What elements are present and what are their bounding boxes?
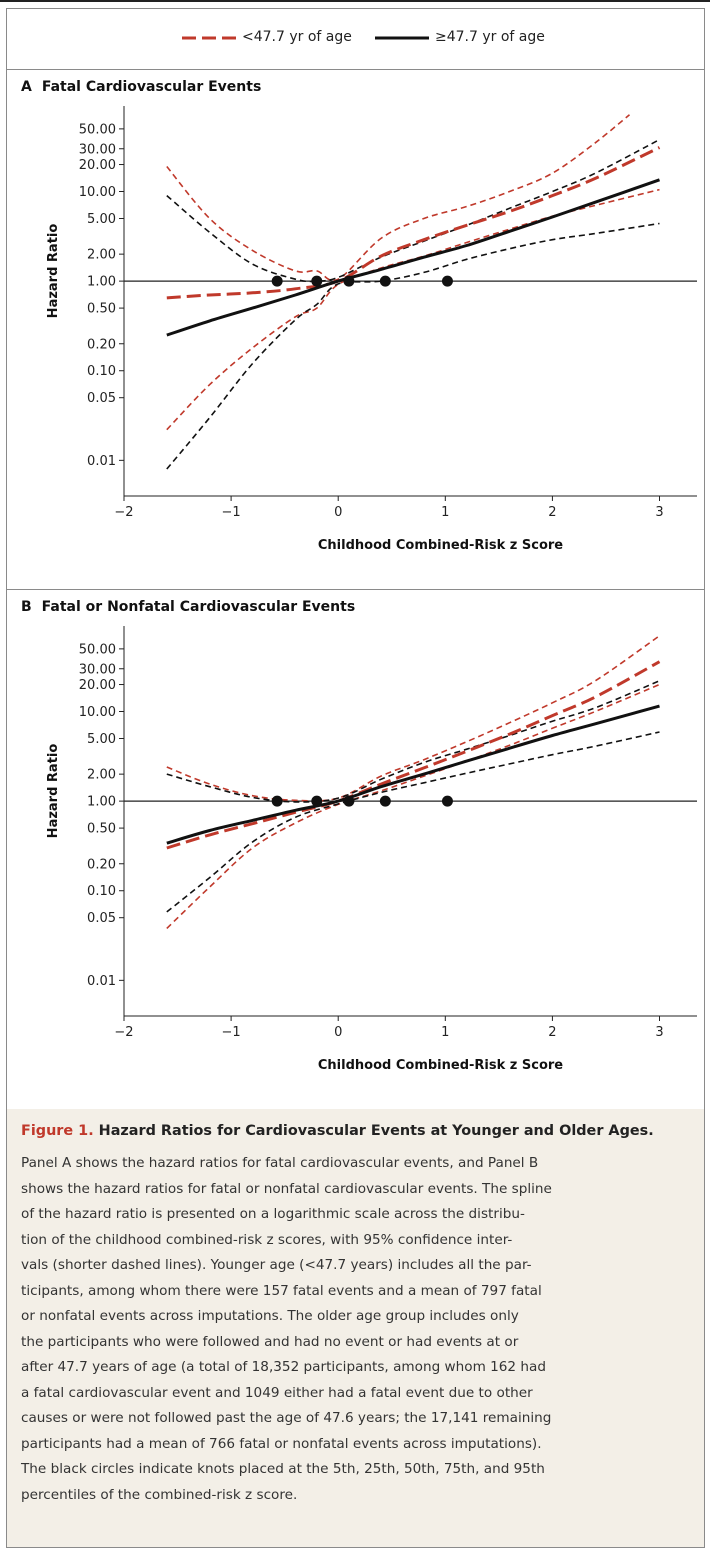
chart-b: 0.01 0.05 0.10 0.20 0.50 1.00 2.00 5.00 10.00 20.…: [46, 626, 697, 1073]
knot-point: [311, 795, 323, 807]
legend-swatch-young: [182, 36, 236, 40]
x-tick-label: −1: [222, 1025, 241, 1040]
caption-line: shows the hazard ratios for fatal or non…: [21, 1180, 552, 1197]
figure-title: Hazard Ratios for Cardiovascular Events …: [98, 1123, 654, 1139]
y-tick-label: 0.50: [87, 822, 116, 837]
panel-b-title-text: Fatal or Nonfatal Cardiovascular Events: [41, 599, 356, 615]
caption: Figure 1. Hazard Ratios for Cardiovascul…: [7, 1109, 704, 1547]
y-tick-label: 10.00: [79, 705, 116, 720]
x-axis-title: Childhood Combined-Risk z Score: [318, 1058, 563, 1073]
series-line-old-ci-lower: [166, 731, 660, 913]
panel-a-title-text: Fatal Cardiovascular Events: [41, 79, 262, 95]
figure: <47.7 yr of age ≥47.7 yr of age A Fatal C…: [6, 8, 705, 1548]
x-tick-label: 1: [441, 505, 449, 520]
y-tick-label: 5.00: [87, 212, 116, 227]
panel-a-letter: A: [21, 79, 32, 95]
y-tick-label: 0.20: [87, 857, 116, 872]
x-tick-label: −1: [222, 505, 241, 520]
caption-line: tion of the childhood combined-risk z sc…: [21, 1231, 513, 1248]
x-axis-title: Childhood Combined-Risk z Score: [318, 538, 563, 553]
y-tick-label: 0.05: [87, 911, 116, 926]
caption-line: participants had a mean of 766 fatal or …: [21, 1435, 542, 1452]
legend-swatch-old: [375, 36, 429, 40]
knot-point: [343, 795, 355, 807]
figure-label: Figure 1.: [21, 1123, 94, 1139]
y-tick-label: 0.01: [87, 974, 116, 989]
y-tick-label: 0.05: [87, 391, 116, 406]
y-tick-label: 0.10: [87, 884, 116, 899]
x-tick-label: 1: [441, 1025, 449, 1040]
knot-point: [271, 795, 283, 807]
panel-a: A Fatal Cardiovascular Events 0.01 0.05 0.1…: [7, 69, 704, 590]
caption-line: causes or were not followed past the age…: [21, 1410, 552, 1426]
x-tick-label: −2: [114, 1025, 133, 1040]
top-rule: [0, 0, 710, 2]
y-tick-label: 5.00: [87, 732, 116, 747]
y-tick-label: 1.00: [87, 275, 116, 290]
knot-point: [441, 795, 453, 807]
y-tick-label: 20.00: [79, 158, 116, 173]
caption-line: of the hazard ratio is presented on a lo…: [21, 1206, 525, 1222]
panel-b-letter: B: [21, 599, 32, 615]
y-tick-label: 0.10: [87, 364, 116, 379]
series-line-young-ci-lower: [166, 188, 660, 431]
x-tick-label: −2: [114, 505, 133, 520]
caption-line: percentiles of the combined-risk z score…: [21, 1486, 298, 1503]
x-tick-label: 3: [655, 1025, 663, 1040]
y-tick-label: 2.00: [87, 248, 116, 263]
caption-line: or nonfatal events across imputations. T…: [21, 1308, 519, 1324]
y-axis-title: Hazard Ratio: [46, 224, 61, 319]
x-tick-label: 2: [548, 505, 556, 520]
y-tick-label: 30.00: [79, 142, 116, 157]
caption-body: Panel A shows the hazard ratios for fata…: [21, 1151, 691, 1508]
knot-point: [379, 275, 391, 287]
panel-b-title: B Fatal or Nonfatal Cardiovascular Events: [21, 599, 355, 615]
x-tick-label: 2: [548, 1025, 556, 1040]
series-line-old-estimate: [166, 704, 660, 845]
knot-point: [379, 795, 391, 807]
panel-b: B Fatal or Nonfatal Cardiovascular Events…: [7, 589, 704, 1110]
y-tick-label: 1.00: [87, 795, 116, 810]
knot-point: [441, 275, 453, 287]
y-tick-label: 20.00: [79, 678, 116, 693]
knot-point: [311, 275, 323, 287]
x-tick-label: 0: [334, 1025, 342, 1040]
series-line-old-ci-upper: [166, 680, 660, 803]
legend: <47.7 yr of age ≥47.7 yr of age: [7, 9, 704, 70]
x-tick-label: 0: [334, 505, 342, 520]
y-tick-label: 50.00: [79, 642, 116, 657]
series-line-young-ci-lower: [166, 683, 660, 929]
y-tick-label: 0.50: [87, 302, 116, 317]
knot-point: [271, 275, 283, 287]
legend-label-young: <47.7 yr of age: [242, 29, 352, 45]
y-tick-label: 50.00: [79, 122, 116, 137]
y-tick-label: 0.20: [87, 337, 116, 352]
caption-title: Figure 1. Hazard Ratios for Cardiovascul…: [21, 1123, 654, 1139]
caption-line: The black circles indicate knots placed …: [21, 1461, 545, 1477]
y-tick-label: 30.00: [79, 662, 116, 677]
x-tick-label: 3: [655, 505, 663, 520]
knot-point: [343, 275, 355, 287]
panel-a-title: A Fatal Cardiovascular Events: [21, 79, 261, 95]
series-line-young-ci-upper: [166, 114, 631, 282]
series-line-old-estimate: [166, 178, 661, 337]
caption-line: Panel A shows the hazard ratios for fata…: [21, 1155, 539, 1171]
series-line-young-estimate: [166, 146, 661, 300]
y-tick-label: 10.00: [79, 185, 116, 200]
caption-line: the participants who were followed and h…: [21, 1333, 519, 1350]
caption-line: vals (shorter dashed lines). Younger age…: [21, 1257, 532, 1273]
caption-line: a fatal cardiovascular event and 1049 ei…: [21, 1384, 533, 1401]
caption-line: after 47.7 years of age (a total of 18,3…: [21, 1359, 546, 1375]
series-line-young-ci-upper: [166, 635, 660, 802]
series-line-young-estimate: [166, 660, 661, 850]
series-line-old-ci-lower: [166, 222, 660, 470]
y-tick-label: 2.00: [87, 768, 116, 783]
caption-line: ticipants, among whom there were 157 fat…: [21, 1282, 542, 1299]
y-tick-label: 0.01: [87, 454, 116, 469]
y-axis-title: Hazard Ratio: [46, 744, 61, 839]
legend-label-old: ≥47.7 yr of age: [435, 29, 545, 45]
chart-a: 0.01 0.05 0.10 0.20 0.50 1.00 2.00 5.00 10.00 20.…: [46, 106, 697, 553]
